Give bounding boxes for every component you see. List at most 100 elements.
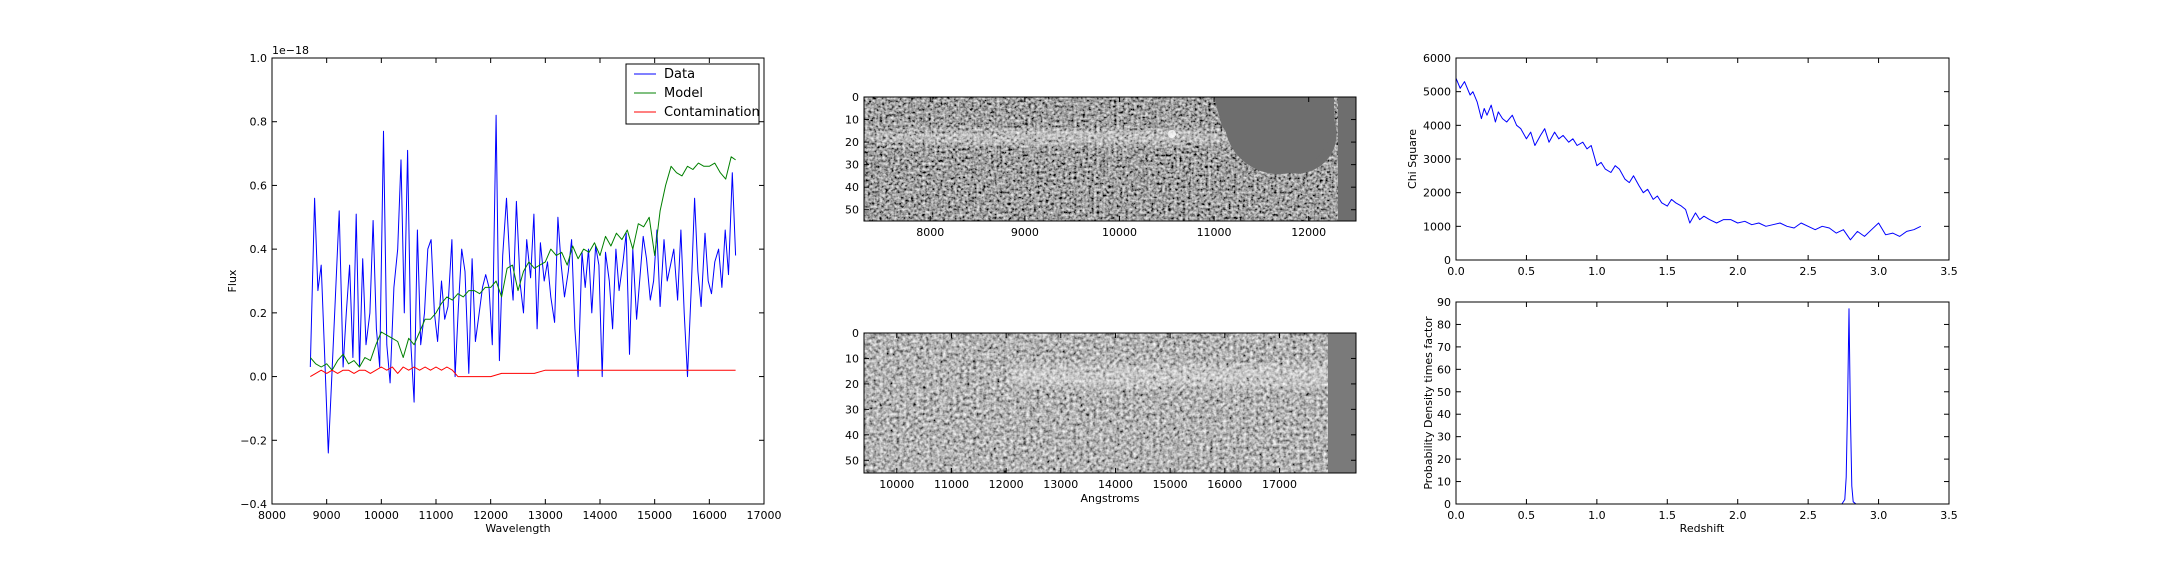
spectrum-ytick-label: 0.4	[250, 243, 268, 256]
image-bottom-x-label: Angstroms	[1081, 492, 1140, 505]
image-top-xtick-label: 10000	[1102, 226, 1137, 239]
pdf-ytick-label: 50	[1437, 386, 1451, 399]
pdf-xtick-label: 1.5	[1659, 509, 1677, 522]
image-top-ytick-label: 50	[845, 204, 859, 217]
spectrum-legend: Data Model Contamination	[625, 63, 760, 125]
chi-square-xtick-label: 0.5	[1518, 265, 1536, 278]
pdf-panel: 0.0 0.5 1.0 1.5 2.0 2.5 3.0 3.5 0 10 20 30 40 50 60 70 8…	[1422, 296, 1958, 535]
chi-square-series-0-line	[1455, 78, 1922, 241]
chi-square-xtick-label: 0.0	[1447, 265, 1465, 278]
spectrum-xtick-label: 9000	[313, 509, 341, 522]
legend-label-model: Model	[664, 86, 703, 101]
image-top-ytick-label: 30	[845, 159, 859, 172]
image-bottom-ytick-label: 30	[845, 403, 859, 416]
image-bottom-xtick-label: 10000	[879, 478, 914, 491]
chi-square-ytick-label: 5000	[1423, 86, 1451, 99]
chi-square-frame	[1455, 57, 1950, 261]
spectrum-xtick-label: 10000	[364, 509, 399, 522]
pdf-xtick-label: 1.0	[1588, 509, 1606, 522]
chi-square-panel: 0.0 0.5 1.0 1.5 2.0 2.5 3.0 3.5 0 1000 2000 3000 400…	[1406, 52, 1958, 278]
spectrum-ytick-label: 0.2	[250, 307, 268, 320]
image-bottom-ytick-label: 0	[852, 327, 859, 340]
spectrum-xtick-label: 13000	[528, 509, 563, 522]
pdf-ytick-label: 30	[1437, 431, 1451, 444]
chi-square-ticks: 0.0 0.5 1.0 1.5 2.0 2.5 3.0 3.5 0 1000 2000 3000 400…	[1423, 52, 1958, 278]
image-bottom-panel: 10000 11000 12000 13000 14000 15000 16000 17000…	[845, 327, 1357, 505]
pdf-xtick-label: 2.5	[1799, 509, 1817, 522]
spectrum-ticks: 8000 9000 10000 11000 12000 13000 14000 15000 16…	[240, 52, 781, 522]
pdf-x-label: Redshift	[1680, 522, 1725, 535]
spectrum-ytick-label: 0.8	[250, 116, 268, 129]
spectrum-xtick-label: 12000	[473, 509, 508, 522]
pdf-frame	[1455, 301, 1950, 505]
spectrum-axes-frame	[271, 57, 765, 505]
image-top-trace	[864, 129, 1270, 145]
chi-square-y-label: Chi Square	[1406, 129, 1419, 189]
chi-square-ytick-label: 3000	[1423, 153, 1451, 166]
image-top-hotspot	[1168, 130, 1176, 138]
spectrum-y-label: Flux	[226, 269, 239, 292]
spectrum-lines	[309, 114, 737, 454]
image-bottom-mask	[1328, 333, 1356, 473]
spectrum-panel: 8000 9000 10000 11000 12000 13000 14000 15000 16…	[226, 44, 782, 535]
pdf-series-0-line	[1456, 308, 1921, 505]
pdf-ytick-label: 90	[1437, 296, 1451, 309]
spectrum-xtick-label: 14000	[583, 509, 618, 522]
spectrum-offset-label: 1e−18	[272, 44, 309, 57]
pdf-ytick-label: 0	[1444, 498, 1451, 511]
chi-square-xtick-label: 3.5	[1940, 265, 1958, 278]
chi-square-xtick-label: 1.5	[1659, 265, 1677, 278]
image-top-xtick-label: 8000	[916, 226, 944, 239]
pdf-xtick-label: 3.5	[1940, 509, 1958, 522]
pdf-xtick-label: 0.0	[1447, 509, 1465, 522]
image-top-ytick-label: 20	[845, 136, 859, 149]
spectrum-series-model-line	[309, 156, 736, 371]
spectrum-xtick-label: 17000	[747, 509, 782, 522]
spectrum-ytick-label: 0.6	[250, 179, 268, 192]
chi-square-lines	[1455, 78, 1922, 241]
image-bottom-xtick-label: 13000	[1043, 478, 1078, 491]
pdf-xtick-label: 3.0	[1870, 509, 1888, 522]
image-top-frame	[863, 96, 1357, 222]
image-bottom-trace	[1010, 365, 1330, 387]
pdf-ytick-label: 40	[1437, 408, 1451, 421]
image-bottom-xtick-label: 15000	[1153, 478, 1188, 491]
pdf-ytick-label: 60	[1437, 363, 1451, 376]
image-bottom-xtick-label: 11000	[934, 478, 969, 491]
image-bottom-ytick-label: 40	[845, 429, 859, 442]
spectrum-series-data-line	[309, 114, 737, 454]
chi-square-ytick-label: 4000	[1423, 119, 1451, 132]
spectrum-xtick-label: 16000	[692, 509, 727, 522]
chi-square-xtick-label: 2.0	[1729, 265, 1747, 278]
spectrum-xtick-label: 15000	[637, 509, 672, 522]
chi-square-ytick-label: 1000	[1423, 220, 1451, 233]
pdf-ytick-label: 80	[1437, 318, 1451, 331]
pdf-y-label: Probability Density times factor	[1422, 316, 1435, 490]
legend-label-data: Data	[664, 67, 695, 82]
spectrum-ytick-label: −0.4	[240, 498, 267, 511]
pdf-xtick-label: 0.5	[1518, 509, 1536, 522]
spectrum-xtick-label: 11000	[419, 509, 454, 522]
spectrum-ytick-label: −0.2	[240, 434, 267, 447]
image-bottom-ytick-label: 20	[845, 378, 859, 391]
image-top-xtick-label: 11000	[1197, 226, 1232, 239]
image-top-ytick-label: 10	[845, 114, 859, 127]
spectrum-x-label: Wavelength	[485, 522, 550, 535]
spectrum-series-contamination-line	[310, 366, 736, 378]
image-bottom-xtick-label: 12000	[989, 478, 1024, 491]
pdf-ytick-label: 10	[1437, 476, 1451, 489]
spectrum-xtick-label: 8000	[258, 509, 286, 522]
image-bottom-xtick-label: 14000	[1098, 478, 1133, 491]
pdf-lines	[1456, 308, 1921, 505]
image-bottom-xtick-label: 17000	[1262, 478, 1297, 491]
spectrum-ytick-label: 1.0	[250, 52, 268, 65]
chi-square-ytick-label: 6000	[1423, 52, 1451, 65]
image-top-mask-circle	[1214, 97, 1333, 175]
image-bottom-ticks: 10000 11000 12000 13000 14000 15000 16000 17000…	[845, 327, 1356, 491]
pdf-ticks: 0.0 0.5 1.0 1.5 2.0 2.5 3.0 3.5 0 10 20 30 40 50 60 70 8…	[1437, 296, 1958, 522]
image-bottom-frame	[863, 332, 1357, 474]
chi-square-ytick-label: 0	[1444, 254, 1451, 267]
image-top-xtick-label: 9000	[1011, 226, 1039, 239]
legend-label-contamination: Contamination	[664, 105, 760, 120]
